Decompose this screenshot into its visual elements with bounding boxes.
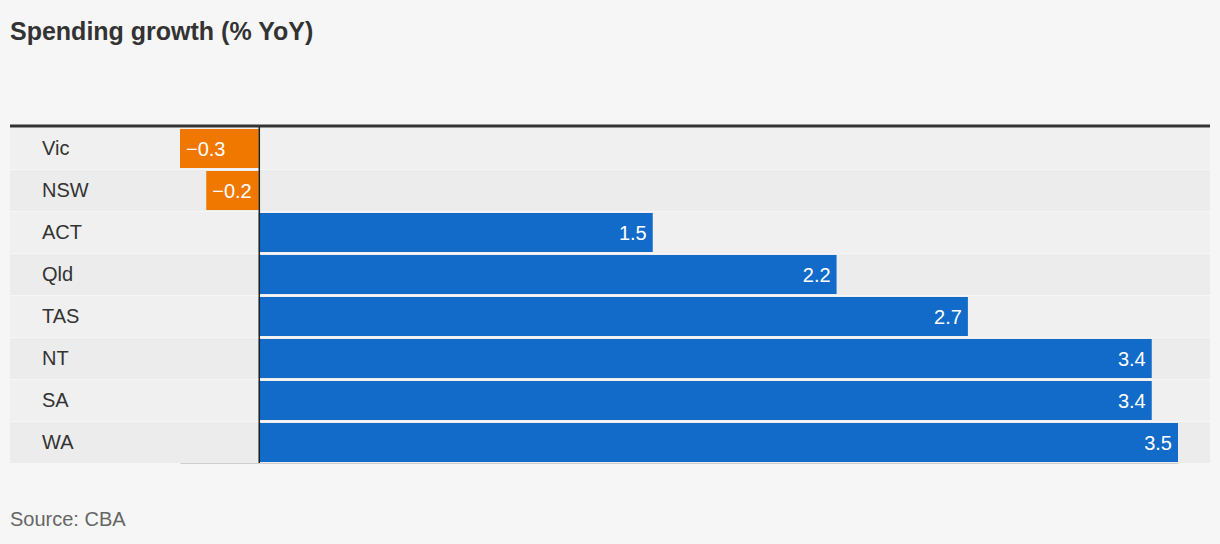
data-label: 2.2 [803,264,831,286]
row-background [10,338,1210,379]
category-label: TAS [42,305,79,327]
bar [206,171,259,210]
top-rule [10,125,1210,128]
data-label: −0.2 [212,180,251,202]
axis-line [181,463,1179,464]
bar [259,381,1152,420]
row-backgrounds [10,128,1210,463]
category-label: ACT [42,221,82,243]
row-background [10,422,1210,463]
tick: Qld [42,263,73,285]
chart: Spending growth (% YoY) Vic NSW ACT Qld TAS NT… [0,0,1220,544]
data-label: 1.5 [619,222,647,244]
bar [259,297,968,336]
tick: NT [42,347,69,369]
data-label: −0.3 [186,138,225,160]
tick: NSW [42,179,89,201]
category-label: NT [42,347,69,369]
row-background [10,212,1210,253]
data-label: 3.4 [1118,348,1146,370]
row-background [10,170,1210,211]
x-axis [181,127,1179,464]
data-label: 2.7 [934,306,962,328]
bar [180,129,259,168]
row-background [10,380,1210,421]
tick: WA [42,431,74,453]
bar [259,213,653,252]
bar [259,255,837,294]
data-label: 3.4 [1118,390,1146,412]
bar [259,339,1152,378]
zero-line [259,127,261,463]
tick: SA [42,389,69,411]
category-label: Vic [42,137,69,159]
tick: TAS [42,305,79,327]
category-label: NSW [42,179,89,201]
bars [180,129,1178,462]
y-axis: Vic NSW ACT Qld TAS NT SA WA [42,137,89,453]
data-label: 3.5 [1144,432,1172,454]
tick [259,127,260,463]
category-label: SA [42,389,69,411]
bar [259,423,1178,462]
data-labels: −0.3 −0.2 1.5 2.2 2.7 3.4 3.4 3.5 [186,138,1172,454]
row-background [10,128,1210,169]
source: Source: CBA [10,508,126,530]
category-label: Qld [42,263,73,285]
row-background [10,296,1210,337]
tick: ACT [42,221,82,243]
tick: Vic [42,137,69,159]
title: Spending growth (% YoY) [10,17,313,45]
category-label: WA [42,431,74,453]
background [0,0,1220,544]
row-background [10,254,1210,295]
